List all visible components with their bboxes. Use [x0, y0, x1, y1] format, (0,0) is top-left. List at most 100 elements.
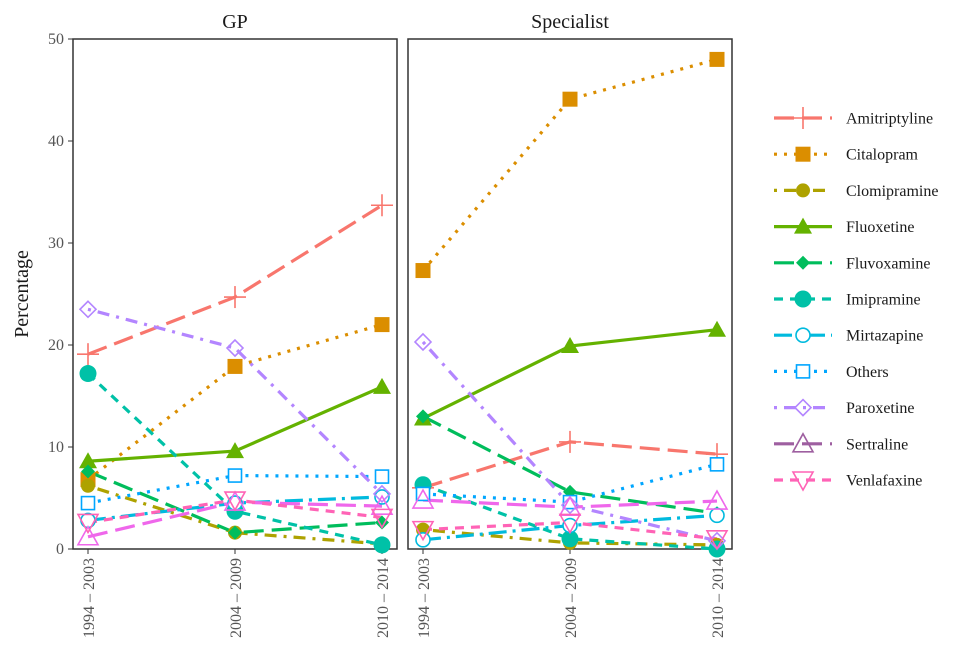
series-line-imipramine — [422, 483, 718, 551]
legend-key-marker-shape — [791, 471, 815, 492]
panel-gp: GP 1994 – 2003 2004 – 2009 2010 – 2014 — [72, 11, 398, 638]
data-point-paroxetine — [225, 338, 245, 358]
data-point-venlafaxine — [705, 529, 729, 551]
data-point-paroxetine — [78, 300, 98, 319]
legend-item-sertraline: Sertraline — [774, 432, 908, 453]
data-point-paroxetine-shape — [372, 484, 392, 504]
legend-item-citalopram: Citalopram — [774, 146, 919, 164]
legend-label: Mirtazapine — [846, 328, 923, 345]
legend-key-marker — [795, 364, 811, 379]
y-tick-label: 0 — [56, 541, 64, 558]
data-point-sertraline-shape — [76, 525, 100, 546]
series-line-citalopram — [421, 57, 718, 272]
data-point-sertraline-shape — [705, 489, 729, 510]
data-point-citalopram — [709, 51, 725, 67]
data-point-clomipramine-shape — [81, 478, 95, 493]
data-point-amitriptyline — [559, 430, 581, 453]
panel-border — [407, 38, 733, 550]
data-point-amitriptyline — [77, 343, 99, 366]
legend-item-amitriptyline: Amitriptyline — [774, 107, 933, 129]
data-point-paroxetine — [413, 332, 433, 352]
data-point-citalopram — [562, 91, 578, 107]
data-point-clomipramine — [81, 478, 95, 493]
legend-key-marker — [792, 107, 814, 129]
data-point-paroxetine-shape — [413, 332, 433, 352]
data-point-amitriptyline — [224, 286, 246, 309]
data-point-fluvoxamine — [81, 464, 95, 479]
data-point-amitriptyline — [371, 194, 393, 217]
data-point-others-shape — [709, 457, 725, 472]
series-line-paroxetine — [87, 307, 384, 496]
data-point-fluoxetine-shape — [708, 320, 726, 337]
data-point-venlafaxine-shape — [223, 491, 247, 512]
series-line-imipramine — [86, 372, 383, 547]
legend-key-marker-shape — [794, 217, 812, 234]
legend-item-others: Others — [774, 364, 889, 381]
data-point-paroxetine — [372, 484, 392, 504]
legend-key-marker-shape — [794, 290, 812, 308]
data-point-citalopram-shape — [709, 51, 725, 67]
data-point-venlafaxine — [76, 513, 100, 535]
data-point-fluoxetine-shape — [79, 452, 97, 469]
data-point-imipramine-shape — [373, 536, 391, 554]
data-point-venlafaxine-shape — [370, 508, 394, 530]
data-point-fluvoxamine-shape — [228, 525, 242, 540]
data-point-fluoxetine-shape — [226, 442, 244, 459]
legend-label: Sertraline — [846, 436, 908, 453]
legend-label: Paroxetine — [846, 400, 914, 417]
x-tick-label: 2004 – 2009 — [563, 558, 580, 638]
series-line-clomipramine — [87, 484, 383, 546]
data-point-sertraline — [76, 525, 100, 546]
x-tick-label: 2010 – 2014 — [710, 558, 727, 638]
data-point-fluvoxamine — [416, 409, 430, 424]
legend: Amitriptyline Citalopram Clomipramine Fluox… — [774, 107, 938, 492]
y-tick-label: 30 — [48, 235, 64, 252]
data-point-fluvoxamine-shape — [416, 409, 430, 424]
data-point-imipramine — [561, 530, 579, 548]
data-point-fluoxetine — [561, 337, 579, 354]
y-tick-label: 10 — [48, 439, 64, 456]
legend-label: Others — [846, 364, 889, 381]
legend-key-marker-shape — [795, 364, 811, 379]
legend-item-imipramine: Imipramine — [774, 290, 921, 309]
data-point-paroxetine — [560, 496, 580, 515]
series-line-fluvoxamine — [422, 414, 718, 515]
data-point-venlafaxine — [223, 491, 247, 512]
data-point-fluoxetine — [373, 377, 391, 394]
panel-title: Specialist — [531, 11, 609, 33]
data-point-imipramine — [373, 536, 391, 554]
legend-key-marker — [796, 255, 810, 270]
data-point-venlafaxine — [370, 508, 394, 530]
data-point-imipramine-shape — [79, 365, 97, 383]
legend-key-marker — [796, 183, 810, 198]
x-tick-label: 2004 – 2009 — [228, 558, 245, 638]
data-point-sertraline — [370, 494, 394, 515]
data-point-fluvoxamine — [375, 515, 389, 530]
data-point-venlafaxine — [411, 520, 435, 542]
data-point-venlafaxine — [558, 513, 582, 535]
data-point-fluvoxamine-shape — [375, 515, 389, 530]
legend-label: Venlafaxine — [846, 473, 922, 490]
legend-key-marker-shape — [793, 398, 813, 417]
data-point-venlafaxine-shape — [76, 513, 100, 535]
data-point-paroxetine-shape — [225, 338, 245, 358]
data-point-citalopram — [227, 358, 243, 374]
y-axis-label: Percentage — [11, 250, 33, 338]
x-tick-label: 1994 – 2003 — [81, 558, 98, 638]
data-point-others-shape — [80, 495, 96, 511]
legend-item-mirtazapine: Mirtazapine — [774, 327, 923, 345]
legend-label: Citalopram — [846, 147, 919, 164]
legend-key-marker — [791, 432, 815, 453]
legend-key-marker — [795, 327, 811, 344]
series-line-citalopram — [87, 323, 383, 481]
legend-label: Amitriptyline — [846, 111, 933, 128]
data-point-sertraline-shape — [370, 494, 394, 515]
legend-label: Fluvoxamine — [846, 255, 930, 272]
data-point-citalopram-shape — [562, 91, 578, 107]
data-point-citalopram-shape — [415, 263, 431, 279]
data-point-citalopram — [415, 263, 431, 279]
data-point-others — [227, 468, 243, 483]
data-point-fluoxetine-shape — [561, 337, 579, 354]
data-point-sertraline — [411, 488, 435, 509]
data-point-others-shape — [374, 469, 390, 484]
